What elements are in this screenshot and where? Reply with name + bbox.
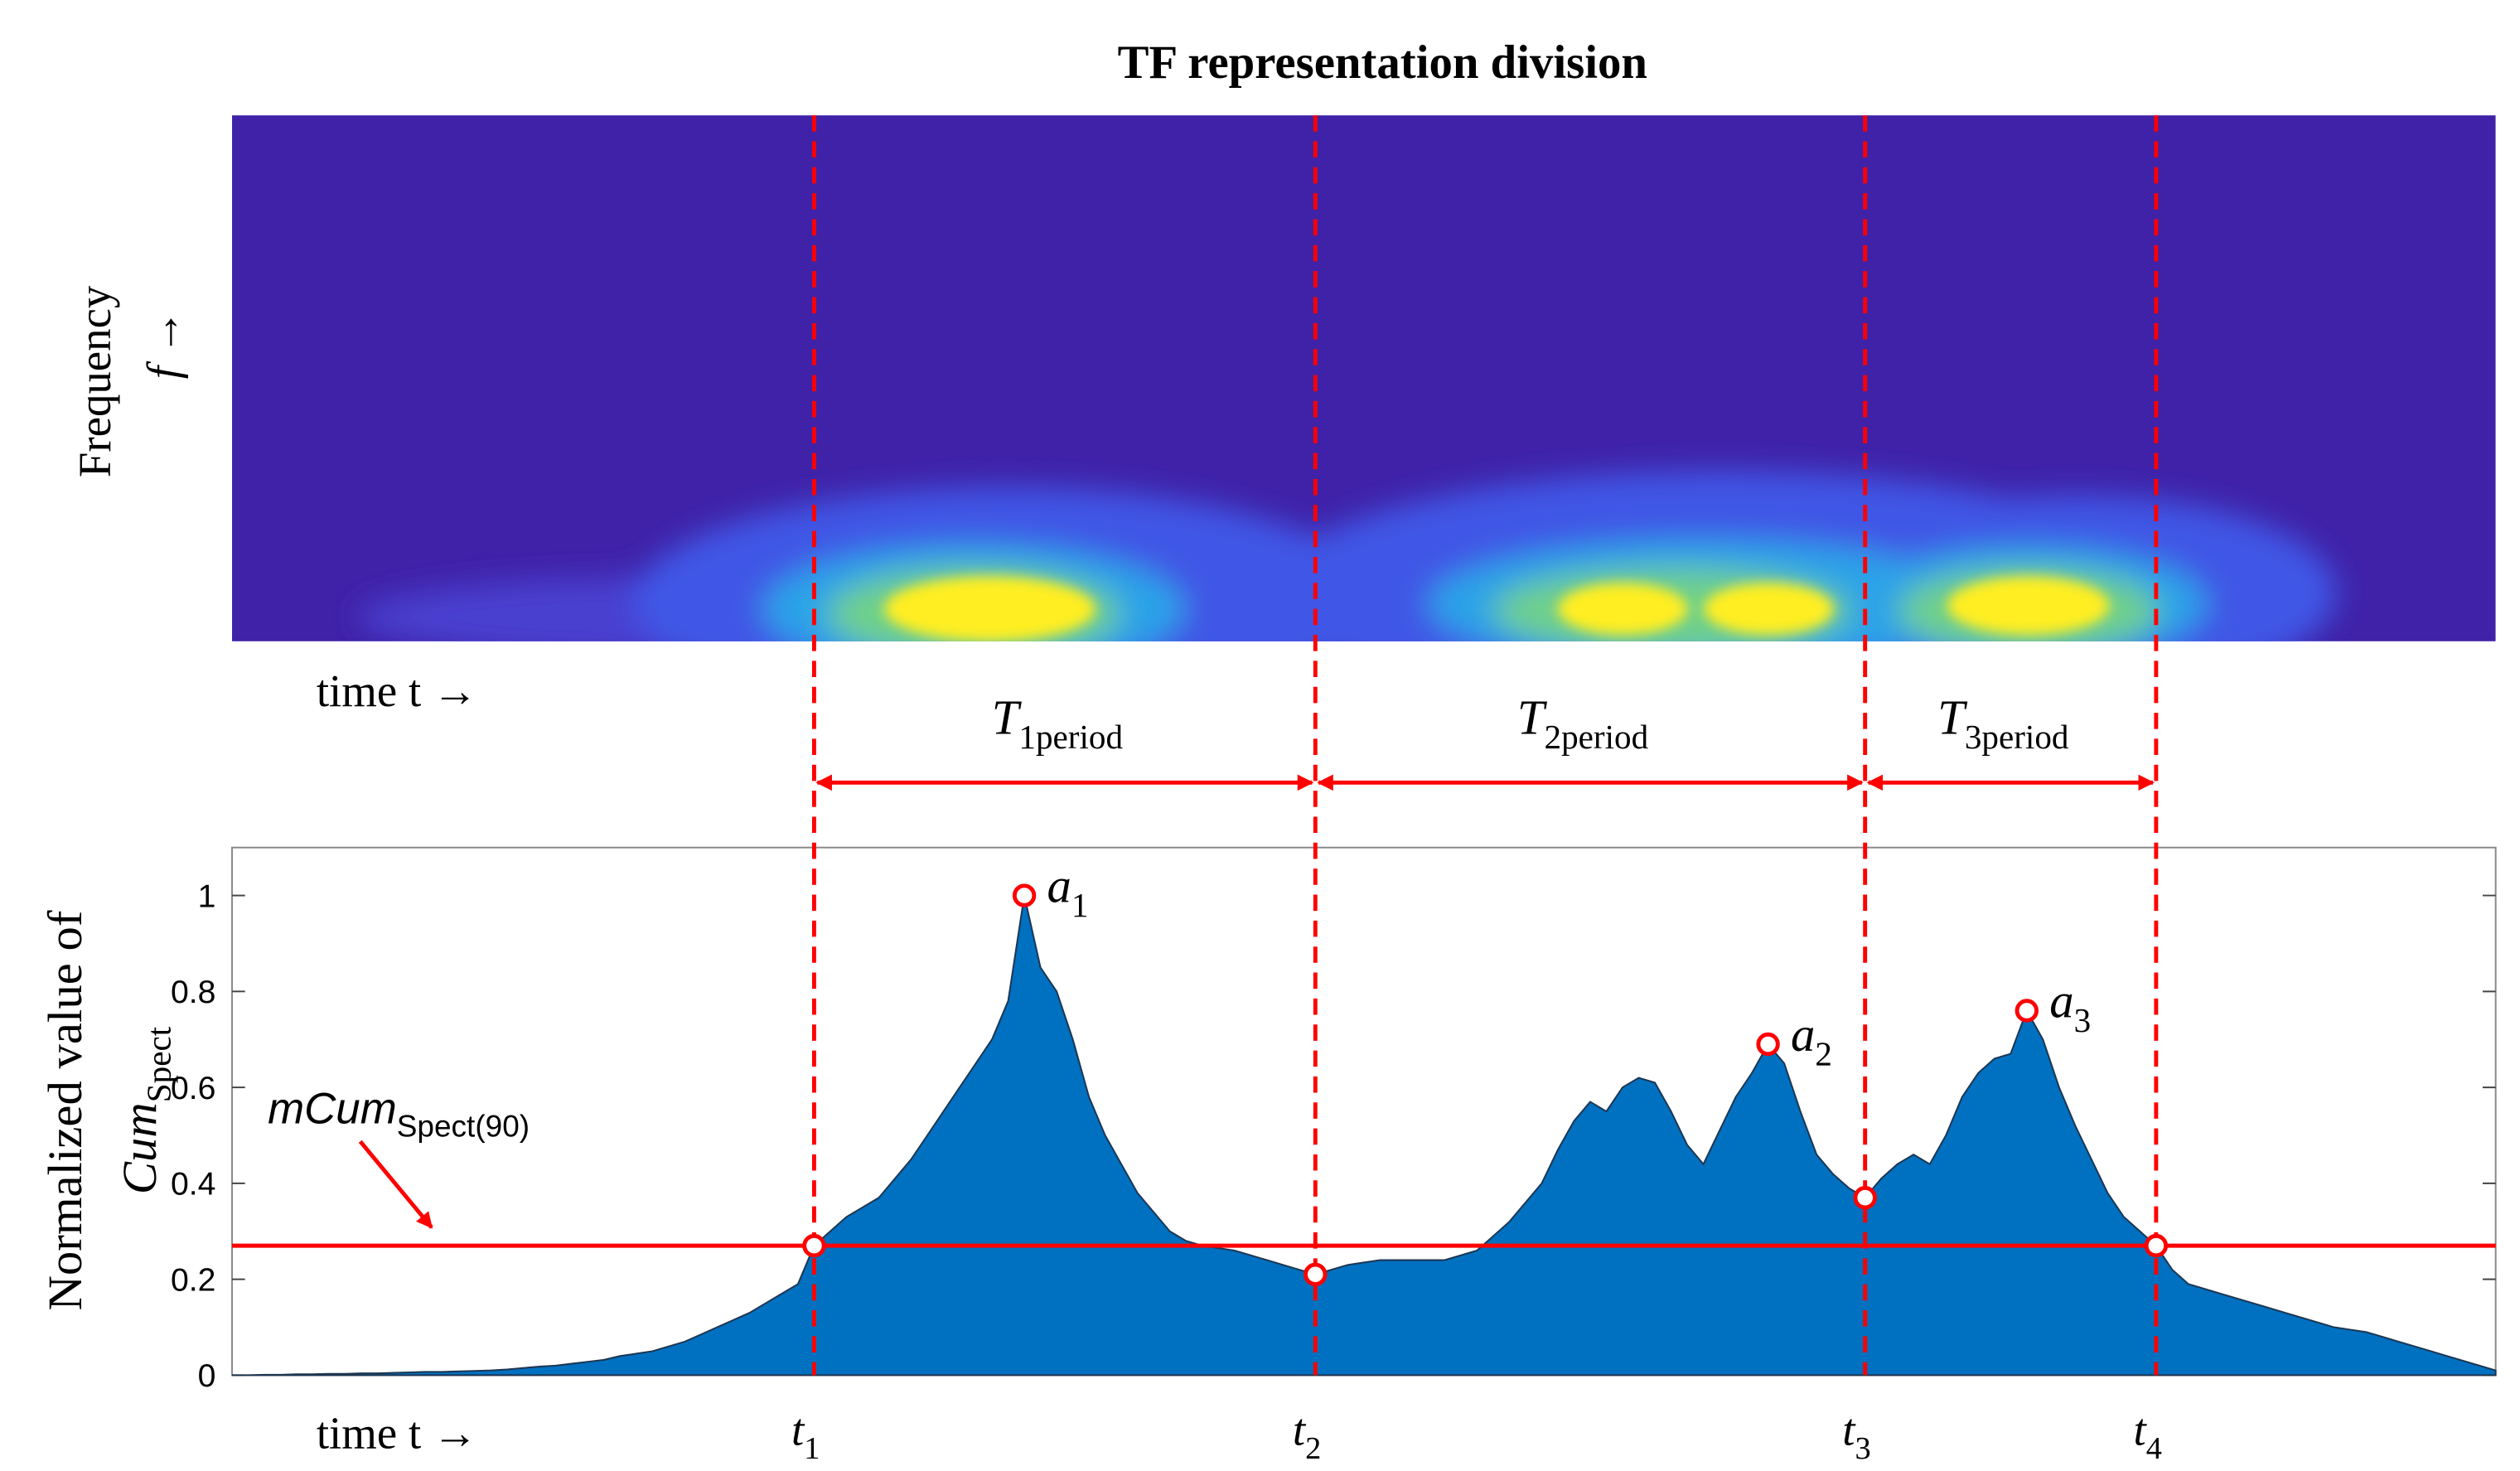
- spectrogram: [232, 115, 2496, 641]
- y-tick-label: 0.6: [171, 1071, 215, 1106]
- period-label: T3period: [1937, 691, 2069, 757]
- peak-marker: [2015, 999, 2039, 1023]
- y-tick-label: 0.8: [171, 975, 215, 1010]
- crossing-marker: [1304, 1262, 1328, 1287]
- peak-label-main: a: [1791, 1008, 1815, 1062]
- y-label-cum: CumSpect: [113, 1026, 178, 1194]
- period-label-main: T: [992, 691, 1023, 745]
- upper-y-arrow: f →: [138, 309, 188, 379]
- period-label-sub: 2period: [1545, 718, 1649, 756]
- peak-marker: [1756, 1032, 1780, 1057]
- crossing-marker: [2144, 1233, 2169, 1258]
- period-label-sub: 1period: [1018, 718, 1123, 756]
- threshold-label-main: mCum: [268, 1085, 397, 1134]
- y-tick-label: 0.4: [171, 1167, 215, 1202]
- t-label-main: t: [1842, 1405, 1856, 1455]
- chart-title: TF representation division: [1118, 36, 1647, 89]
- x-label: time t →: [317, 1408, 478, 1459]
- t-label: t3: [1842, 1405, 1870, 1466]
- peak-label-main: a: [2049, 974, 2073, 1028]
- y-tick-label: 1: [198, 878, 216, 914]
- period-label-main: T: [1517, 691, 1548, 745]
- period-label-main: T: [1937, 691, 1968, 745]
- peak-label: a3: [2049, 974, 2091, 1039]
- upper-x-label: time t →: [317, 665, 478, 716]
- peak-label-sub: 1: [1071, 886, 1089, 924]
- t-label-main: t: [2133, 1405, 2147, 1455]
- y-label: Normalized value of: [38, 910, 92, 1310]
- t-label-sub: 3: [1855, 1431, 1870, 1466]
- peak-marker: [1012, 883, 1037, 907]
- threshold-arrow: [358, 1140, 433, 1229]
- threshold-label-sub: Spect(90): [397, 1109, 530, 1144]
- period-label: T2period: [1517, 691, 1649, 757]
- area: [232, 895, 2497, 1377]
- t-label-main: t: [1293, 1405, 1307, 1455]
- peak-label-main: a: [1047, 859, 1071, 912]
- t-label-sub: 4: [2146, 1431, 2162, 1466]
- y-tick-label: 0.2: [171, 1262, 215, 1298]
- crossing-marker: [1853, 1186, 1877, 1210]
- t-label-sub: 1: [804, 1431, 820, 1466]
- peak-label: a2: [1791, 1008, 1832, 1073]
- t-label: t1: [791, 1405, 820, 1466]
- peak-label-sub: 3: [2074, 1001, 2092, 1039]
- upper-y-label: Frequency: [70, 285, 120, 477]
- period-label: T1period: [992, 691, 1124, 757]
- threshold-label: mCumSpect(90): [268, 1085, 530, 1144]
- t-label-main: t: [791, 1405, 805, 1455]
- y-tick-label: 0: [198, 1358, 216, 1394]
- t-label: t4: [2133, 1405, 2161, 1466]
- period-label-sub: 3period: [1965, 718, 2069, 756]
- crossing-marker: [802, 1233, 826, 1258]
- y-label-cum-sub: Spect: [140, 1026, 178, 1102]
- peak-label: a1: [1047, 859, 1088, 924]
- t-label-sub: 2: [1305, 1431, 1321, 1466]
- t-label: t2: [1293, 1405, 1321, 1466]
- peak-label-sub: 2: [1815, 1034, 1832, 1072]
- y-label-cum-main: Cum: [113, 1102, 167, 1194]
